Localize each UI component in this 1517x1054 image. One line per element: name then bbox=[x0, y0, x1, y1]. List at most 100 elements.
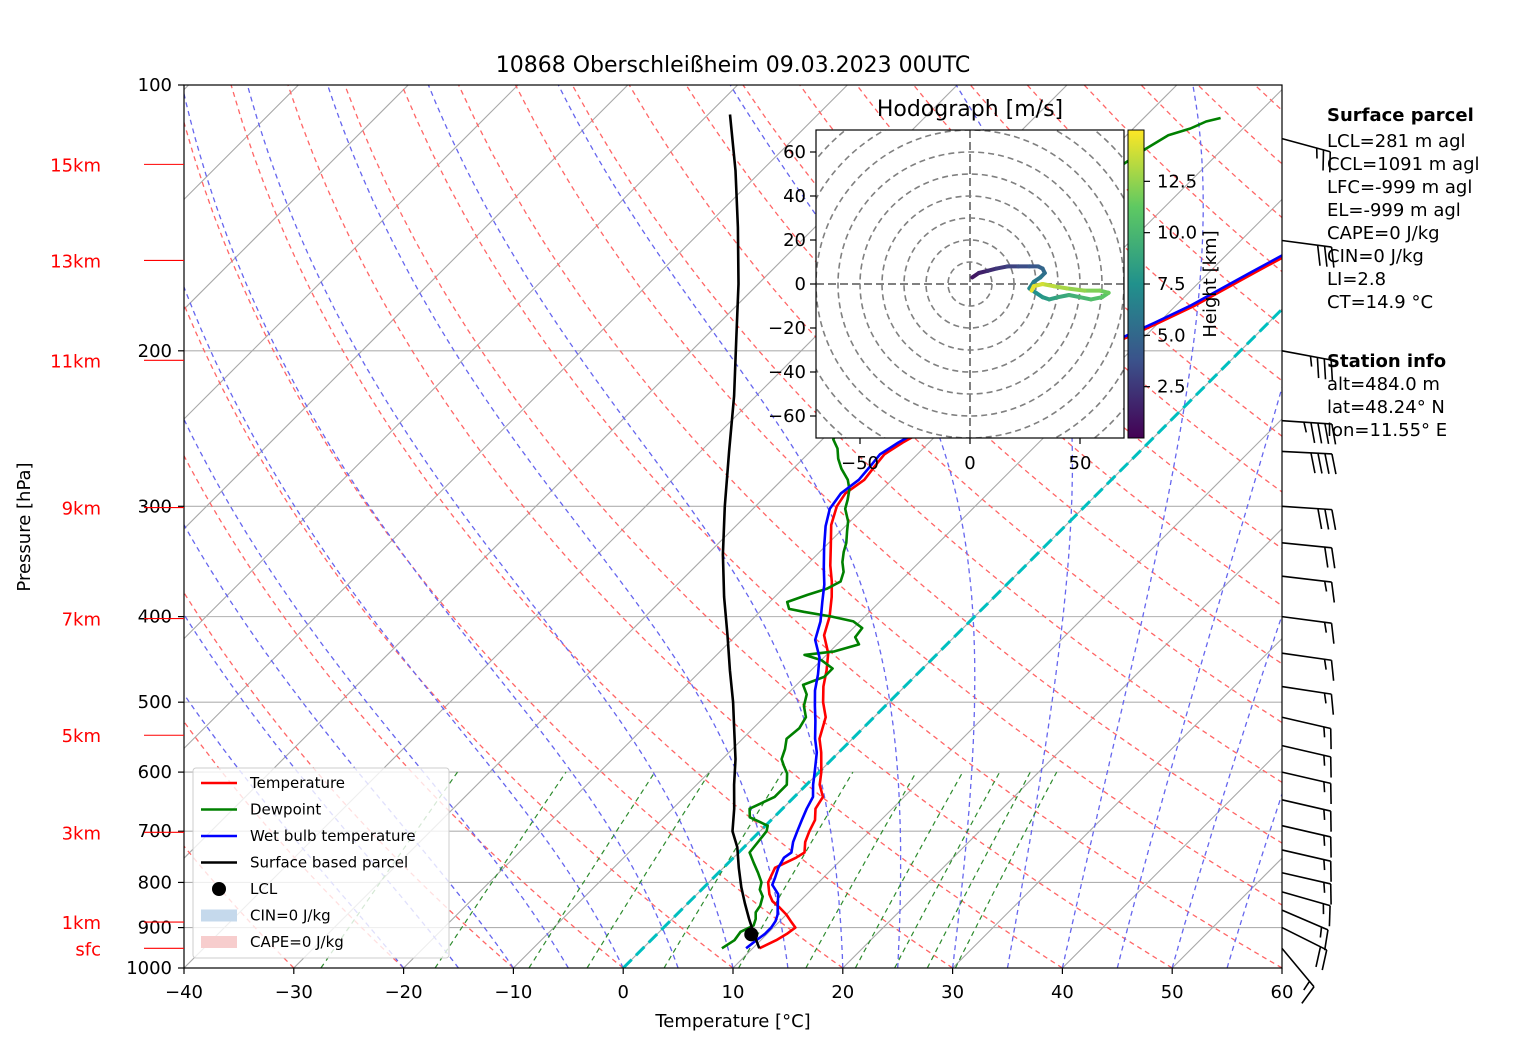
hodograph-segment bbox=[1064, 286, 1087, 293]
height-label: sfc bbox=[75, 939, 101, 960]
height-label: 1km bbox=[62, 913, 101, 934]
lcl-marker-group bbox=[744, 927, 759, 942]
y-tick-label: 300 bbox=[138, 496, 172, 517]
wind-barb bbox=[1281, 450, 1337, 475]
isotherm-line bbox=[732, 418, 1282, 968]
surface-parcel-line: EL=-999 m agl bbox=[1327, 200, 1461, 221]
wind-barb-staff bbox=[1281, 575, 1332, 583]
wind-barb-staff bbox=[1281, 239, 1332, 248]
colorbar-tick-label: 2.5 bbox=[1157, 377, 1186, 398]
dry-adiabat-line bbox=[514, 85, 1282, 844]
hodograph-title: Hodograph [m/s] bbox=[877, 97, 1063, 122]
wind-barb-half bbox=[1323, 726, 1326, 738]
wind-barb-full bbox=[1323, 358, 1327, 380]
height-label: 9km bbox=[62, 499, 101, 520]
hodograph-x-label: −50 bbox=[841, 453, 879, 474]
wind-barb-staff bbox=[1281, 947, 1315, 988]
colorbar-tick-label: 10.0 bbox=[1157, 223, 1197, 244]
wind-barb bbox=[1281, 137, 1332, 173]
x-axis-label: Temperature [°C] bbox=[654, 1011, 810, 1032]
wind-barb-staff bbox=[1281, 450, 1332, 455]
lcl-marker bbox=[744, 927, 759, 942]
wind-barb-staff bbox=[1281, 824, 1331, 838]
wind-barb-full bbox=[1321, 949, 1328, 971]
wind-barb-half bbox=[1309, 356, 1313, 367]
mixing-ratio-line bbox=[663, 771, 784, 968]
wind-barb-full bbox=[1317, 508, 1323, 530]
wind-barb-half bbox=[1323, 882, 1326, 893]
wind-barb bbox=[1281, 771, 1332, 804]
wind-barb-full bbox=[1316, 245, 1321, 266]
hodograph-segment bbox=[1051, 284, 1069, 291]
wind-barb-full bbox=[1301, 986, 1315, 1004]
isotherm-line bbox=[184, 85, 519, 420]
legend-swatch bbox=[212, 882, 226, 896]
hodograph-ring bbox=[837, 151, 1103, 417]
mixing-ratio-line bbox=[805, 771, 917, 968]
legend-swatch bbox=[201, 936, 237, 948]
legend-label: LCL bbox=[250, 880, 278, 898]
station-info-line: lon=11.55° E bbox=[1327, 420, 1447, 441]
wind-barb bbox=[1281, 849, 1332, 882]
wind-barb-full bbox=[1330, 660, 1335, 681]
moist-adiabat-line bbox=[184, 91, 679, 968]
x-tick-label: 20 bbox=[831, 982, 854, 1003]
wind-barb bbox=[1281, 744, 1332, 778]
moist-adiabat-line bbox=[184, 285, 624, 968]
wind-barb-staff bbox=[1281, 771, 1331, 785]
info-panel: Surface parcel LCL=281 m agl CCL=1091 m … bbox=[1327, 105, 1480, 441]
wind-barb-half bbox=[1319, 927, 1323, 938]
wind-barb-full bbox=[1317, 453, 1323, 474]
wind-barb bbox=[1281, 909, 1329, 951]
zero-isotherm-line bbox=[622, 307, 1282, 968]
wind-barb-staff bbox=[1281, 350, 1332, 361]
isotherm-line bbox=[184, 85, 629, 530]
wind-barb-staff bbox=[1281, 419, 1332, 425]
wind-barb-half bbox=[1323, 835, 1326, 846]
moist-adiabat-line bbox=[246, 85, 734, 968]
dry-adiabat-line bbox=[184, 454, 624, 968]
y-tick-label: 100 bbox=[138, 75, 172, 96]
wind-barb-staff bbox=[1281, 744, 1331, 758]
height-label: 15km bbox=[50, 155, 101, 176]
surface-parcel-line: CCL=1091 m agl bbox=[1327, 154, 1480, 175]
legend-swatch bbox=[201, 909, 237, 922]
wind-barb-half bbox=[1323, 692, 1327, 704]
temperature-line bbox=[758, 256, 1282, 950]
hodograph-y-label: −20 bbox=[768, 318, 806, 339]
x-tick-label: −10 bbox=[494, 982, 532, 1003]
y-tick-label: 500 bbox=[138, 692, 172, 713]
wind-barb-staff bbox=[1281, 542, 1332, 549]
y-tick-label: 200 bbox=[138, 341, 172, 362]
legend-label: CIN=0 J/kg bbox=[250, 907, 331, 925]
wind-barb bbox=[1281, 350, 1334, 381]
x-axis-ticks: −40 −30 −20 −10 0 10 20 30 40 50 60 bbox=[165, 968, 1293, 1003]
colorbar-label: Height [km] bbox=[1200, 230, 1221, 337]
dry-adiabat-line bbox=[458, 85, 1282, 906]
hodograph-y-label: 0 bbox=[795, 274, 806, 295]
wind-barb-staff bbox=[1281, 849, 1331, 862]
moist-adiabat-line bbox=[557, 85, 902, 968]
legend-label: Dewpoint bbox=[250, 801, 321, 819]
wind-barb-full bbox=[1330, 247, 1335, 268]
y-axis-label: Pressure [hPa] bbox=[14, 462, 35, 591]
wind-barb bbox=[1281, 926, 1328, 971]
wind-barb-full bbox=[1330, 581, 1336, 603]
wind-barb-staff bbox=[1281, 909, 1329, 931]
hodograph-y-label: −60 bbox=[768, 406, 806, 427]
y-tick-label: 400 bbox=[138, 607, 172, 628]
dry-adiabat-line bbox=[184, 302, 734, 968]
wind-barb bbox=[1281, 505, 1337, 531]
x-tick-label: −30 bbox=[275, 982, 313, 1003]
colorbar-tick-label: 7.5 bbox=[1157, 274, 1186, 295]
wind-barb-staff bbox=[1281, 505, 1332, 511]
y-tick-label: 700 bbox=[138, 821, 172, 842]
legend-label: Temperature bbox=[249, 774, 345, 792]
legend-box bbox=[192, 767, 450, 959]
y-tick-label: 600 bbox=[138, 762, 172, 783]
moist-adiabat-line bbox=[184, 417, 569, 968]
height-label: 5km bbox=[62, 726, 101, 747]
wet-bulb-temperature-line bbox=[745, 253, 1282, 950]
wind-barb-half bbox=[1323, 755, 1326, 766]
wind-barb-full bbox=[1330, 359, 1334, 381]
